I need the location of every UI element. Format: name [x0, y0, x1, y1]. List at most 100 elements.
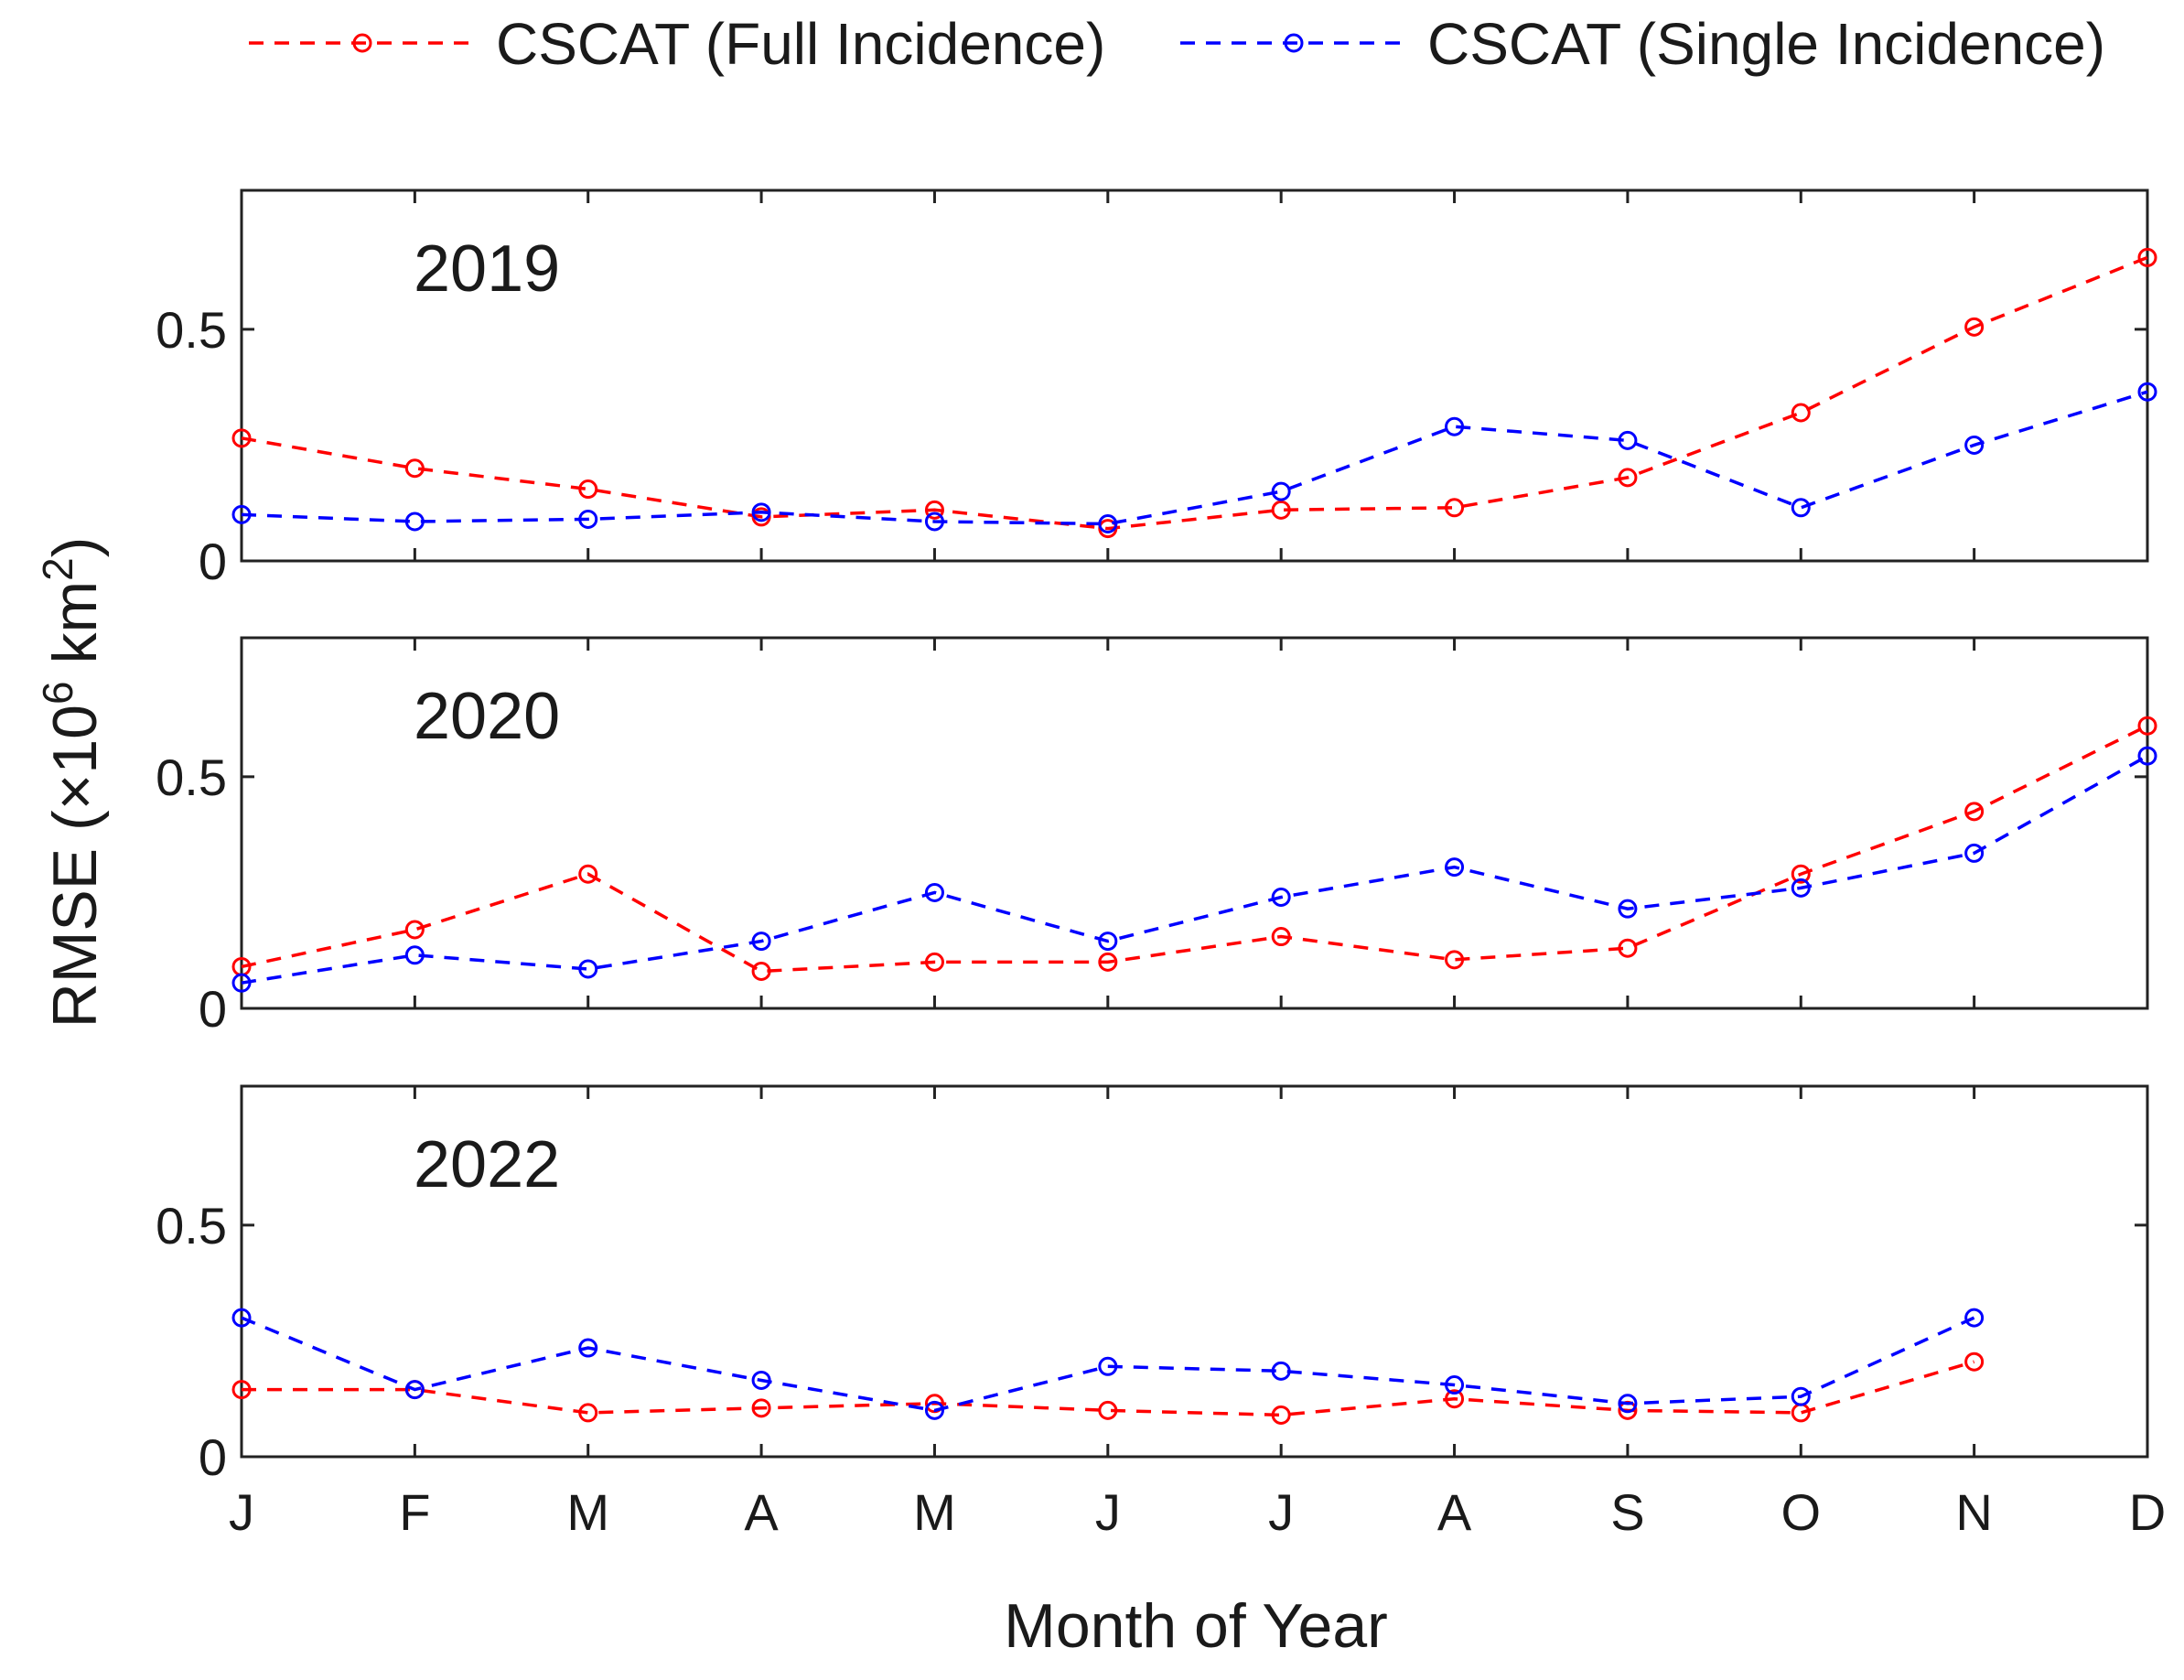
data-point-full — [1098, 1400, 1118, 1420]
legend-marker-full — [352, 33, 372, 53]
data-point-full — [1445, 1389, 1465, 1409]
data-point-single — [1964, 435, 1985, 455]
legend-entry-full: CSCAT (Full Incidence) — [249, 11, 1105, 77]
x-axis-title: Month of Year — [1004, 1591, 1388, 1661]
data-point-full — [2137, 716, 2157, 736]
y-axis-title-close: ) — [40, 537, 110, 558]
data-point-single — [1791, 878, 1811, 898]
data-point-single — [231, 973, 252, 993]
y-tick-label: 0.5 — [156, 301, 227, 359]
data-point-single — [751, 1370, 771, 1390]
panel-2022: 0 0.5 2022 — [156, 1084, 2149, 1486]
series-line-single — [241, 390, 2148, 526]
panels: 0 0.5 2019 0 0.5 2020 0 0.5 2022 — [156, 188, 2157, 1486]
y-tick-label: 0 — [199, 533, 227, 590]
panel-year-label: 2020 — [414, 680, 560, 753]
data-point-single — [1791, 1386, 1811, 1406]
data-point-single — [231, 504, 252, 524]
data-point-full — [924, 952, 944, 972]
x-tick-label: D — [2129, 1483, 2166, 1541]
y-axis-title-exp: 6 — [34, 681, 81, 705]
data-point-single — [231, 1308, 252, 1328]
data-point-full — [1445, 498, 1465, 518]
data-point-single — [1271, 1361, 1291, 1381]
data-point-full — [1964, 1352, 1985, 1372]
y-tick-label: 0 — [199, 1428, 227, 1486]
panel-frame — [240, 636, 2149, 1010]
data-point-full — [1791, 403, 1811, 423]
data-point-full — [1271, 500, 1291, 520]
data-point-single — [1098, 514, 1118, 533]
data-point-full — [1791, 1403, 1811, 1423]
data-point-single — [1964, 1308, 1985, 1328]
x-tick-label: F — [399, 1483, 430, 1541]
data-point-full — [231, 1380, 252, 1400]
data-point-single — [1445, 1375, 1465, 1395]
panel-frame — [240, 1084, 2149, 1459]
series-line-single — [241, 754, 2148, 985]
data-point-single — [404, 512, 425, 532]
panel-2020: 0 0.5 2020 — [156, 636, 2157, 1038]
data-point-single — [1445, 857, 1465, 878]
legend-label-full: CSCAT (Full Incidence) — [496, 11, 1105, 77]
data-point-full — [1271, 927, 1291, 947]
legend-entry-single: CSCAT (Single Incidence) — [1180, 11, 2105, 77]
data-point-single — [404, 1380, 425, 1400]
x-tick-label: M — [566, 1483, 609, 1541]
series-line-full — [241, 255, 2148, 531]
x-tick-label: N — [1955, 1483, 1992, 1541]
data-point-full — [578, 1403, 598, 1423]
data-point-full — [1964, 802, 1985, 822]
data-point-single — [2137, 382, 2157, 402]
data-point-single — [1618, 899, 1638, 919]
data-point-full — [1618, 938, 1638, 958]
data-point-single — [751, 932, 771, 952]
data-point-full — [2137, 247, 2157, 267]
data-point-full — [1098, 952, 1118, 972]
y-tick-label: 0.5 — [156, 748, 227, 806]
x-tick-label: O — [1781, 1483, 1821, 1541]
x-tick-label: S — [1610, 1483, 1644, 1541]
x-tick-label: M — [913, 1483, 956, 1541]
data-point-single — [1098, 1356, 1118, 1376]
x-tick-label: A — [1437, 1483, 1472, 1541]
data-point-full — [751, 962, 771, 981]
data-point-single — [924, 512, 944, 532]
data-point-full — [1791, 864, 1811, 884]
data-point-full — [1445, 950, 1465, 970]
series-line-full — [241, 724, 2148, 974]
x-tick-label: J — [1268, 1483, 1294, 1541]
y-axis-title-main: RMSE (×10 — [40, 705, 110, 1028]
data-point-full — [1618, 468, 1638, 488]
legend-marker-single — [1284, 33, 1304, 53]
legend: CSCAT (Full Incidence) CSCAT (Single Inc… — [249, 11, 2105, 77]
y-tick-label: 0 — [199, 980, 227, 1038]
legend-label-single: CSCAT (Single Incidence) — [1427, 11, 2105, 77]
data-point-single — [404, 945, 425, 965]
data-point-full — [578, 864, 598, 884]
data-point-single — [578, 959, 598, 979]
data-point-full — [751, 1398, 771, 1418]
data-point-full — [1964, 317, 1985, 337]
data-point-single — [1618, 1394, 1638, 1414]
x-tick-label: A — [744, 1483, 779, 1541]
data-point-full — [924, 500, 944, 520]
panel-year-label: 2019 — [414, 232, 560, 306]
series-line-single — [241, 1316, 1975, 1413]
y-tick-label: 0.5 — [156, 1197, 227, 1255]
data-point-single — [1791, 498, 1811, 518]
data-point-single — [1098, 932, 1118, 952]
panel-frame — [240, 188, 2149, 563]
data-point-full — [404, 920, 425, 940]
data-point-full — [1271, 1405, 1291, 1425]
data-point-single — [751, 502, 771, 522]
series-line-full — [242, 1360, 1975, 1417]
data-point-single — [1964, 843, 1985, 863]
y-axis-title-unit: km — [40, 581, 110, 682]
y-axis-title: RMSE (×106 km2) — [34, 537, 110, 1028]
data-point-full — [231, 428, 252, 448]
data-point-single — [578, 1338, 598, 1358]
y-axis-title-unit-exp: 2 — [34, 557, 81, 581]
